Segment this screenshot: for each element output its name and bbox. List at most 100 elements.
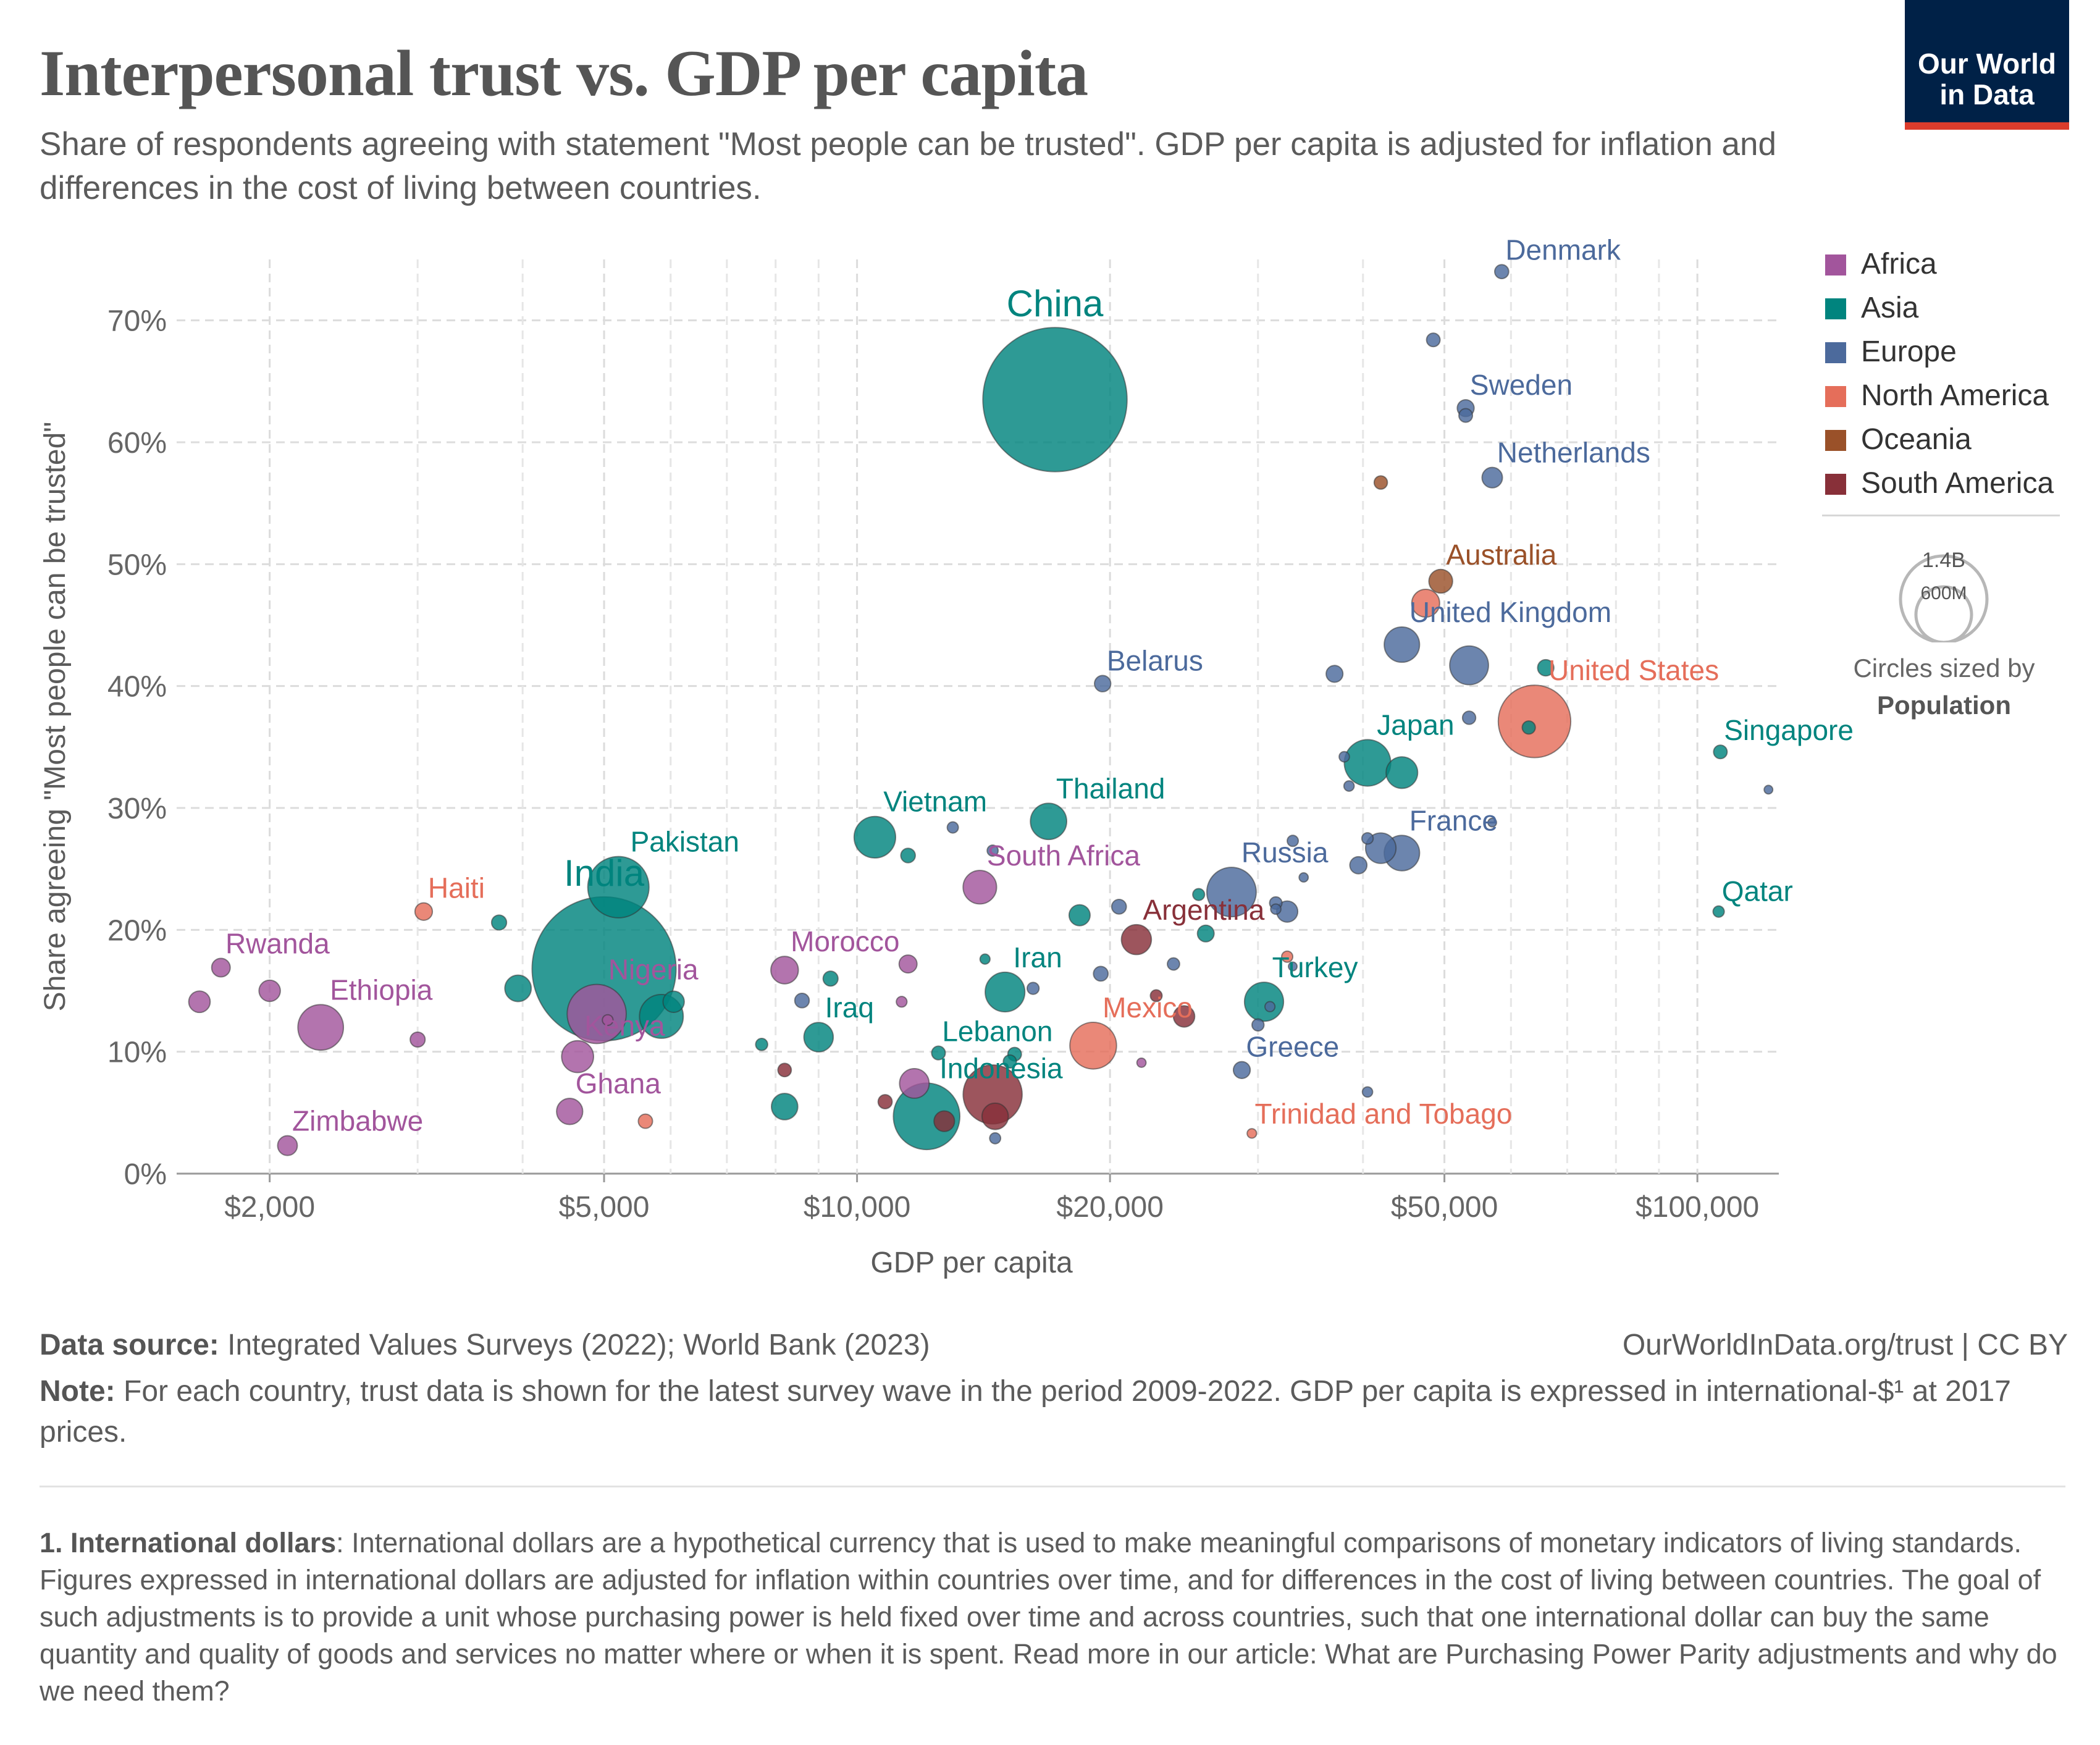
data-point [1196,924,1215,943]
footnote-text: : International dollars are a hypothetic… [40,1527,2057,1707]
data-point [1361,1086,1374,1098]
y-axis-tick-labels: 0% 10% 20% 30% 40% 50% 60% 70% [107,305,167,1191]
note-text: For each country, trust data is shown fo… [40,1375,2011,1449]
size-note-prefix: Circles sized by [1853,654,2035,683]
legend-swatch [1825,474,1846,495]
data-point [898,954,918,974]
data-point [1246,1128,1258,1139]
data-point [1243,982,1285,1022]
data-point [1192,888,1206,901]
data-point [1264,1001,1276,1012]
data-point-label: Nigeria [608,954,699,986]
footnote-divider [40,1486,2065,1487]
legend-divider [1822,515,2060,516]
legend-label: Asia [1861,292,1919,324]
data-point [1449,645,1489,686]
x-axis-label: GDP per capita [870,1247,1073,1279]
x-tick-label: $5,000 [559,1191,650,1224]
y-tick-label: 40% [107,671,167,704]
data-point [962,870,998,905]
data-point-label: Vietnam [883,786,987,818]
x-tick-label: $50,000 [1391,1191,1498,1224]
data-point-label: Belarus [1107,645,1203,677]
data-point [1069,1022,1117,1070]
data-point-label: Singapore [1724,714,1854,746]
data-point [566,983,627,1045]
y-tick-label: 30% [107,793,167,825]
data-point [1232,1061,1251,1079]
data-point [1426,332,1441,348]
data-point [1288,961,1298,972]
y-tick-label: 50% [107,549,167,581]
data-point [1172,1005,1196,1028]
data-point [933,1110,956,1132]
size-legend-small-label: 600M [1920,583,1967,603]
legend-swatch [1825,254,1846,275]
data-point [1343,780,1355,792]
data-point-label: South Africa [987,839,1140,872]
data-point-label: Thailand [1056,772,1165,804]
data-point [602,1014,614,1027]
data-point [1763,784,1774,795]
data-point-label: Russia [1241,836,1329,868]
size-legend-big-label: 1.4B [1922,549,1965,572]
data-point [662,990,685,1013]
data-point [1428,568,1453,594]
data-point-label: Trinidad and Tobago [1254,1098,1512,1130]
y-axis-label: Share agreeing "Most people can be trust… [39,422,72,1012]
data-point [803,1022,834,1053]
data-point [896,996,908,1008]
data-point-label: Japan [1377,709,1454,741]
data-point [1373,475,1388,490]
data-point-label: Turkey [1272,951,1358,983]
data-point [188,990,211,1014]
data-points [188,264,1774,1156]
data-point-labels: China India Denmark Sweden Netherlands Austra… [225,233,1854,1137]
data-point [1298,872,1309,883]
data-point [1026,982,1040,995]
data-point [211,957,231,978]
data-point [770,956,799,985]
data-point [1338,751,1350,763]
data-point-label: China [1007,283,1104,324]
data-point-label: United States [1548,654,1719,686]
data-point [1287,835,1300,847]
y-tick-label: 20% [107,914,167,947]
data-source-text: Integrated Values Surveys (2022); World … [219,1329,930,1361]
data-source-label: Data source: [40,1329,219,1361]
owid-logo[interactable]: Our World in Data [1905,0,2069,130]
data-point-label: Iran [1013,941,1062,973]
size-legend-note: Circles sized by Population [1825,650,2063,724]
size-legend-circles: 1.4B 600M [1899,549,1989,644]
legend-swatch [1825,386,1846,407]
data-point [1111,898,1127,915]
chart-note: Note: For each country, trust data is sh… [40,1371,2016,1453]
y-tick-label: 60% [107,427,167,460]
data-point [1487,817,1498,828]
data-point [770,1093,799,1121]
data-point-label: Rwanda [225,927,330,959]
data-point [877,1094,893,1109]
data-point [794,993,810,1009]
data-point [1149,989,1163,1003]
legend-label: Africa [1861,248,1937,280]
data-point-label: Denmark [1505,233,1621,266]
data-point [414,902,434,921]
data-point [1343,739,1392,787]
legend-label: South America [1861,467,2054,500]
data-point [1094,675,1112,692]
data-point-label: Iraq [825,991,874,1024]
data-point [1068,904,1091,927]
data-point [1120,923,1153,956]
data-point [982,327,1128,473]
data-point-label: Kenya [584,1010,665,1042]
data-point [1167,957,1180,971]
data-point [297,1004,345,1051]
source-url[interactable]: OurWorldInData.org/trust | CC BY [1622,1329,2068,1361]
data-point [1325,665,1344,683]
x-tick-label: $10,000 [804,1191,911,1224]
data-point [1349,856,1368,875]
data-point-label: Sweden [1470,369,1573,401]
data-point [1497,684,1572,759]
